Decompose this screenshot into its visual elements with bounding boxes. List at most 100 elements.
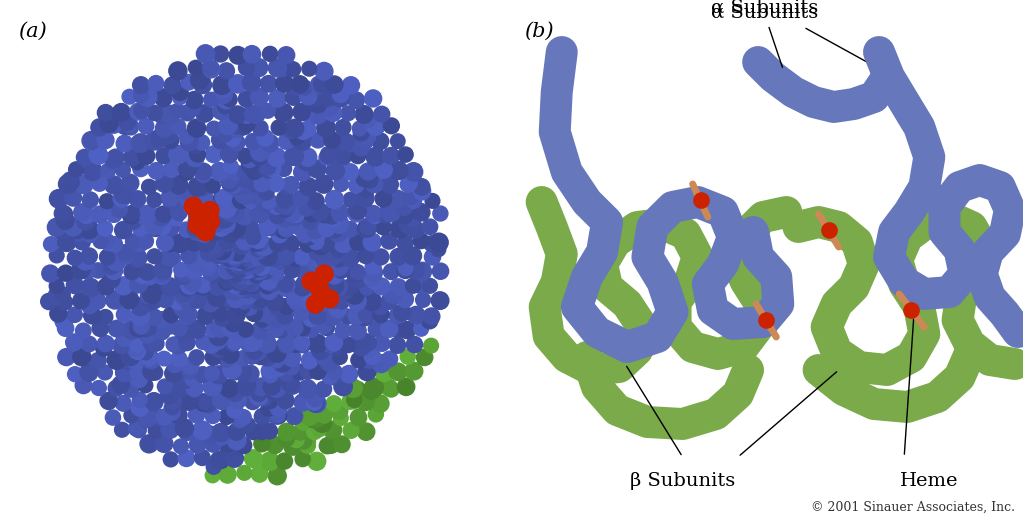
Circle shape (323, 421, 342, 439)
Circle shape (120, 290, 138, 309)
Circle shape (41, 294, 57, 310)
Circle shape (244, 106, 261, 122)
Circle shape (324, 246, 343, 265)
Circle shape (220, 439, 235, 455)
Circle shape (294, 249, 310, 265)
Circle shape (82, 131, 100, 149)
Circle shape (131, 399, 148, 416)
Circle shape (391, 134, 405, 148)
Circle shape (181, 248, 196, 264)
Circle shape (235, 207, 254, 225)
Circle shape (217, 91, 235, 109)
Circle shape (262, 194, 277, 209)
Circle shape (122, 347, 139, 365)
Circle shape (112, 202, 128, 218)
Circle shape (100, 115, 118, 132)
Circle shape (162, 279, 179, 296)
Circle shape (397, 290, 413, 307)
Circle shape (222, 174, 238, 192)
Circle shape (267, 248, 284, 267)
Circle shape (426, 194, 440, 208)
Circle shape (115, 422, 130, 437)
Circle shape (357, 423, 374, 440)
Circle shape (227, 364, 242, 380)
Circle shape (331, 204, 348, 221)
Circle shape (359, 306, 375, 323)
Circle shape (421, 313, 438, 329)
Circle shape (288, 79, 305, 95)
Circle shape (161, 105, 179, 123)
Circle shape (333, 377, 352, 396)
Circle shape (234, 234, 251, 250)
Circle shape (229, 220, 246, 237)
Circle shape (188, 212, 206, 230)
Circle shape (349, 178, 363, 193)
Circle shape (348, 92, 364, 109)
Circle shape (432, 292, 449, 310)
Circle shape (311, 421, 326, 437)
Circle shape (183, 200, 198, 215)
Circle shape (266, 437, 283, 453)
Circle shape (229, 120, 247, 138)
Circle shape (425, 249, 441, 265)
Circle shape (225, 450, 243, 467)
Circle shape (396, 200, 412, 215)
Circle shape (73, 348, 91, 366)
Circle shape (186, 380, 203, 397)
Circle shape (424, 308, 440, 325)
Circle shape (132, 393, 147, 407)
Circle shape (178, 450, 194, 467)
Circle shape (252, 466, 268, 482)
Circle shape (267, 250, 285, 268)
Circle shape (122, 117, 138, 132)
Circle shape (223, 282, 238, 298)
Circle shape (301, 229, 316, 245)
Circle shape (185, 92, 203, 109)
Circle shape (381, 320, 398, 337)
Circle shape (262, 367, 278, 383)
Circle shape (181, 74, 196, 90)
Circle shape (131, 307, 149, 326)
Circle shape (247, 262, 262, 278)
Circle shape (230, 265, 248, 282)
Circle shape (367, 208, 383, 223)
Circle shape (233, 250, 252, 269)
Circle shape (221, 248, 239, 267)
Circle shape (116, 396, 131, 411)
Circle shape (422, 219, 438, 235)
Circle shape (246, 134, 261, 149)
Circle shape (225, 282, 243, 301)
Circle shape (293, 425, 309, 440)
Circle shape (64, 175, 79, 190)
Circle shape (330, 249, 348, 267)
Circle shape (302, 352, 318, 368)
Text: (b): (b) (525, 22, 554, 41)
Circle shape (366, 273, 383, 289)
Circle shape (326, 396, 342, 411)
Circle shape (352, 337, 370, 355)
Circle shape (383, 147, 399, 164)
Circle shape (204, 92, 219, 107)
Circle shape (230, 270, 248, 287)
Circle shape (299, 148, 317, 167)
Circle shape (163, 192, 179, 209)
Circle shape (234, 364, 252, 381)
Circle shape (135, 268, 149, 284)
Circle shape (117, 307, 132, 322)
Circle shape (322, 310, 339, 326)
Circle shape (230, 257, 247, 273)
Circle shape (251, 148, 268, 165)
Circle shape (232, 193, 249, 209)
Circle shape (221, 261, 238, 278)
Circle shape (316, 234, 335, 252)
Circle shape (252, 263, 269, 280)
Circle shape (372, 249, 389, 265)
Circle shape (227, 259, 246, 276)
Circle shape (353, 125, 369, 141)
Circle shape (375, 219, 391, 235)
Circle shape (335, 143, 351, 160)
Circle shape (91, 206, 108, 223)
Circle shape (277, 212, 294, 227)
Circle shape (431, 242, 446, 256)
Circle shape (371, 395, 389, 412)
